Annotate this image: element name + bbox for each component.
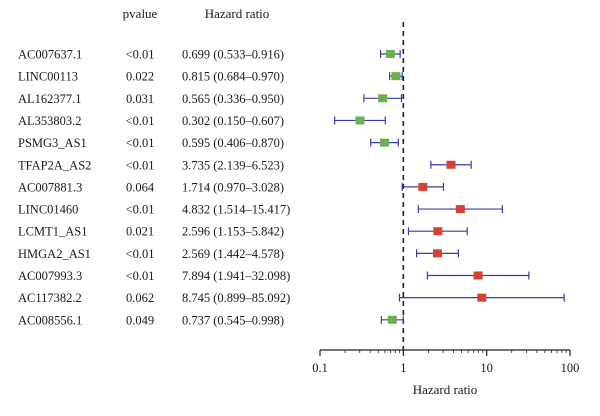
x-tick-label: 100: [561, 361, 580, 375]
pvalue-cell: <0.01: [126, 247, 155, 261]
gene-label: LINC01460: [18, 203, 78, 217]
pvalue-cell: 0.022: [126, 70, 154, 84]
hazard-ratio-cell: 0.565 (0.336–0.950): [182, 92, 284, 106]
hazard-ratio-cell: 8.745 (0.899–85.092): [182, 291, 290, 305]
ci-row: [417, 205, 503, 214]
pvalue-cell: 0.064: [126, 180, 155, 194]
ci-row: [401, 182, 445, 191]
pvalue-cell: <0.01: [126, 114, 155, 128]
gene-label: PSMG3_AS1: [18, 136, 87, 150]
gene-label: AL162377.1: [18, 92, 82, 106]
hazard-ratio-point: [385, 50, 395, 58]
hazard-ratio-point: [378, 94, 388, 103]
x-tick-label: 10: [480, 361, 493, 375]
gene-label: LINC00113: [18, 70, 78, 84]
ci-row: [426, 271, 530, 280]
hazard-ratio-cell: 0.737 (0.545–0.998): [182, 313, 284, 327]
table-row: AC117382.2 0.062 8.745 (0.899–85.092): [18, 291, 290, 305]
hazard-ratio-cell: 0.302 (0.150–0.607): [182, 114, 284, 128]
x-tick-label: 1: [400, 361, 406, 375]
hazard-ratio-point: [433, 227, 443, 236]
ci-row: [430, 160, 472, 169]
gene-label: AL353803.2: [18, 114, 82, 128]
ci-row: [380, 315, 404, 324]
hazard-ratio-point: [380, 138, 390, 147]
table-row: LINC01460 <0.01 4.832 (1.514–15.417): [18, 203, 290, 217]
hazard-ratio-cell: 2.596 (1.153–5.842): [182, 225, 284, 239]
table-row: LCMT1_AS1 0.021 2.596 (1.153–5.842): [18, 225, 284, 239]
table-row: HMGA2_AS1 <0.01 2.569 (1.442–4.578): [18, 247, 284, 261]
gene-label: AC007993.3: [18, 269, 82, 283]
ci-row: [370, 138, 399, 147]
pvalue-cell: <0.01: [126, 48, 155, 62]
x-axis-label: Hazard ratio: [413, 382, 478, 397]
pvalue-cell: 0.049: [126, 313, 154, 327]
hazard-ratio-point: [391, 72, 401, 81]
hazard-ratio-cell: 0.595 (0.406–0.870): [182, 136, 284, 150]
plot-area: 0.1 1 10 100: [312, 22, 579, 375]
hazard-ratio-cell: 7.894 (1.941–32.098): [182, 269, 290, 283]
table-row: TFAP2A_AS2 <0.01 3.735 (2.139–6.523): [18, 158, 284, 172]
table-row: AC007637.1 <0.01 0.699 (0.533–0.916): [18, 48, 284, 62]
hazard-ratio-point: [473, 271, 483, 280]
hazard-ratio-point: [432, 249, 442, 258]
ci-row: [388, 72, 403, 81]
pvalue-cell: <0.01: [126, 269, 155, 283]
table-row: PSMG3_AS1 <0.01 0.595 (0.406–0.870): [18, 136, 284, 150]
hazard-ratio-point: [446, 160, 456, 169]
hazard-ratio-cell: 4.832 (1.514–15.417): [182, 203, 290, 217]
gene-label: AC008556.1: [18, 313, 82, 327]
x-tick-label: 0.1: [312, 361, 328, 375]
pvalue-cell: 0.021: [126, 225, 154, 239]
hazard-ratio-point: [355, 116, 365, 125]
table-row: AL353803.2 <0.01 0.302 (0.150–0.607): [18, 114, 284, 128]
table-row: AC007881.3 0.064 1.714 (0.970–3.028): [18, 180, 284, 194]
ci-row: [415, 249, 459, 258]
table-rows: AC007637.1 <0.01 0.699 (0.533–0.916) LINC00…: [18, 48, 290, 328]
gene-label: AC007881.3: [18, 180, 82, 194]
hazard-ratio-cell: 0.699 (0.533–0.916): [182, 48, 284, 62]
hazard-ratio-point: [455, 205, 465, 214]
table-row: LINC00113 0.022 0.815 (0.684–0.970): [18, 70, 284, 84]
pvalue-cell: 0.031: [126, 92, 154, 106]
pvalue-cell: <0.01: [126, 203, 155, 217]
hazard-ratio-cell: 1.714 (0.970–3.028): [182, 180, 284, 194]
ci-row: [407, 227, 468, 236]
table-row: AC008556.1 0.049 0.737 (0.545–0.998): [18, 313, 284, 327]
gene-label: AC007637.1: [18, 48, 82, 62]
ci-row: [379, 50, 401, 58]
gene-label: LCMT1_AS1: [18, 225, 87, 239]
header-pvalue: pvalue: [123, 6, 158, 21]
gene-label: HMGA2_AS1: [18, 247, 91, 261]
gene-label: TFAP2A_AS2: [18, 158, 91, 172]
hazard-ratio-cell: 3.735 (2.139–6.523): [182, 158, 284, 172]
table-row: AL162377.1 0.031 0.565 (0.336–0.950): [18, 92, 284, 106]
hazard-ratio-point: [387, 315, 397, 324]
hazard-ratio-cell: 0.815 (0.684–0.970): [182, 70, 284, 84]
ci-row: [398, 293, 565, 302]
hazard-ratio-point: [477, 293, 487, 302]
pvalue-cell: <0.01: [126, 136, 155, 150]
pvalue-cell: <0.01: [126, 158, 155, 172]
hazard-ratio-point: [418, 182, 428, 191]
pvalue-cell: 0.062: [126, 291, 154, 305]
header-hazard-ratio: Hazard ratio: [205, 6, 270, 21]
hazard-ratio-cell: 2.569 (1.442–4.578): [182, 247, 284, 261]
ci-row: [363, 94, 403, 103]
ci-row: [334, 116, 386, 125]
gene-label: AC117382.2: [18, 291, 82, 305]
table-row: AC007993.3 <0.01 7.894 (1.941–32.098): [18, 269, 290, 283]
